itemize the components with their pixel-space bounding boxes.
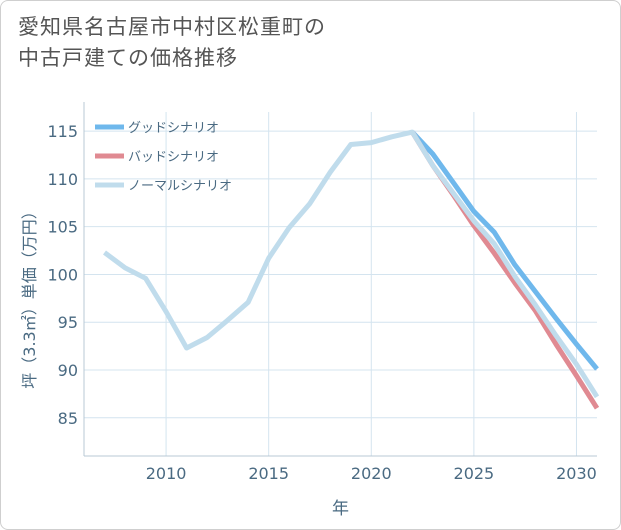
x-axis-label: 年 — [332, 499, 349, 519]
legend-label-normal: ノーマルシナリオ — [128, 179, 232, 194]
y-tick-label: 95 — [58, 313, 78, 332]
series-line-normal — [103, 129, 600, 399]
y-tick-label: 100 — [47, 265, 78, 284]
y-tick-label: 115 — [47, 122, 78, 141]
x-tick-label: 2015 — [248, 464, 289, 483]
chart-title-line-1: 愛知県名古屋市中村区松重町の — [18, 15, 326, 39]
chart-title-line-2: 中古戸建ての価格推移 — [18, 46, 238, 70]
chart-title: 愛知県名古屋市中村区松重町の 中古戸建ての価格推移 — [18, 12, 326, 74]
axes — [83, 102, 597, 457]
x-tick-label: 2025 — [454, 464, 495, 483]
legend-label-good: グッドシナリオ — [128, 121, 219, 136]
tick-labels: 85 90 95 100 105 110 115 2010 2015 2020 2025 2030 — [47, 122, 596, 483]
y-axis-label: 坪（3.3㎡）単価（万円） — [20, 203, 39, 388]
x-tick-label: 2020 — [351, 464, 392, 483]
y-tick-label: 90 — [58, 361, 78, 380]
x-tick-label: 2030 — [556, 464, 597, 483]
x-tick-label: 2010 — [146, 464, 187, 483]
y-tick-label: 105 — [47, 218, 78, 237]
legend-label-bad: バッドシナリオ — [128, 150, 219, 165]
y-tick-label: 110 — [47, 170, 78, 189]
y-tick-label: 85 — [58, 409, 78, 428]
series-layer — [103, 129, 600, 410]
series-line-good — [410, 130, 599, 371]
